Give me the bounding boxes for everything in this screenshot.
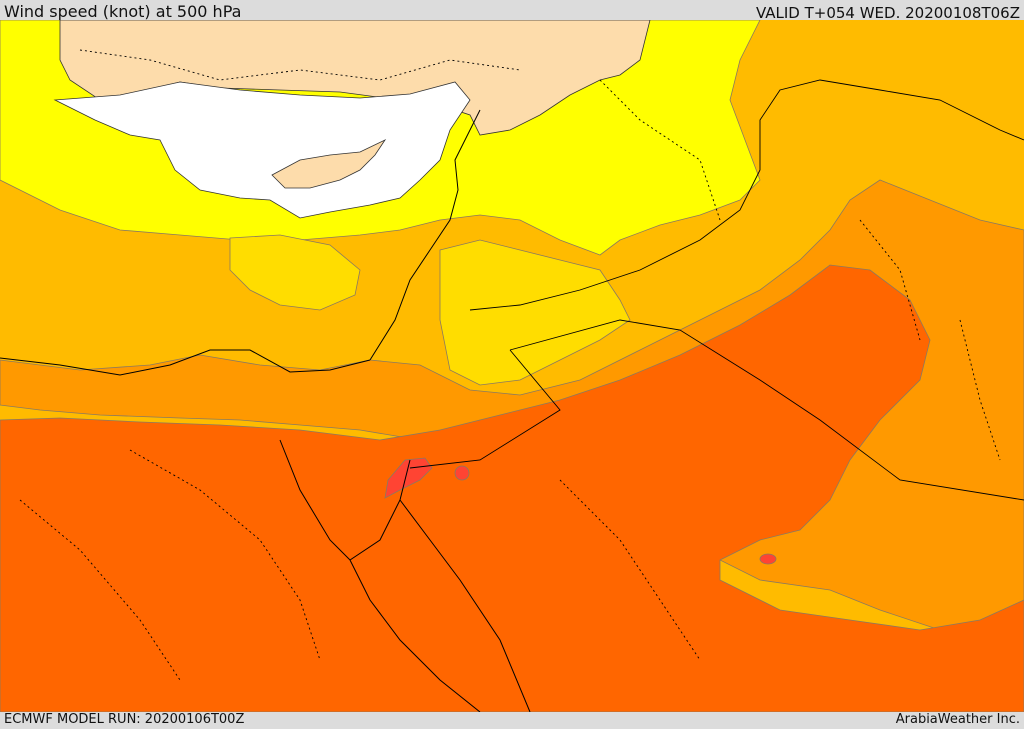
band-red-spot-small (454, 465, 470, 481)
valid-time: VALID T+054 WED. 20200108T06Z (755, 4, 1020, 22)
credit: ArabiaWeather Inc. (895, 712, 1020, 727)
map-title: Wind speed (knot) at 500 hPa (4, 2, 242, 21)
band-red-spot (384, 457, 433, 499)
model-run: ECMWF MODEL RUN: 20200106T00Z (4, 712, 245, 727)
band-red-spot-tiny (759, 553, 777, 565)
wind-speed-map[interactable] (0, 20, 1024, 712)
footer-bar: ECMWF MODEL RUN: 20200106T00Z ArabiaWeat… (0, 712, 1024, 729)
calm-area (53, 81, 471, 219)
band-deep-orange (0, 264, 1024, 712)
land-cyprus (271, 139, 387, 189)
border-line-2 (469, 79, 1024, 311)
coastline-north-africa (0, 349, 371, 376)
border-line-1 (409, 319, 1024, 501)
coastline-red-sea (279, 439, 531, 712)
band-gold (229, 234, 631, 386)
border-dotted-1 (79, 49, 701, 661)
coastline-levant (369, 109, 481, 361)
header-bar: Wind speed (knot) at 500 hPa VALID T+054… (0, 0, 1024, 22)
map-canvas (0, 20, 1024, 712)
